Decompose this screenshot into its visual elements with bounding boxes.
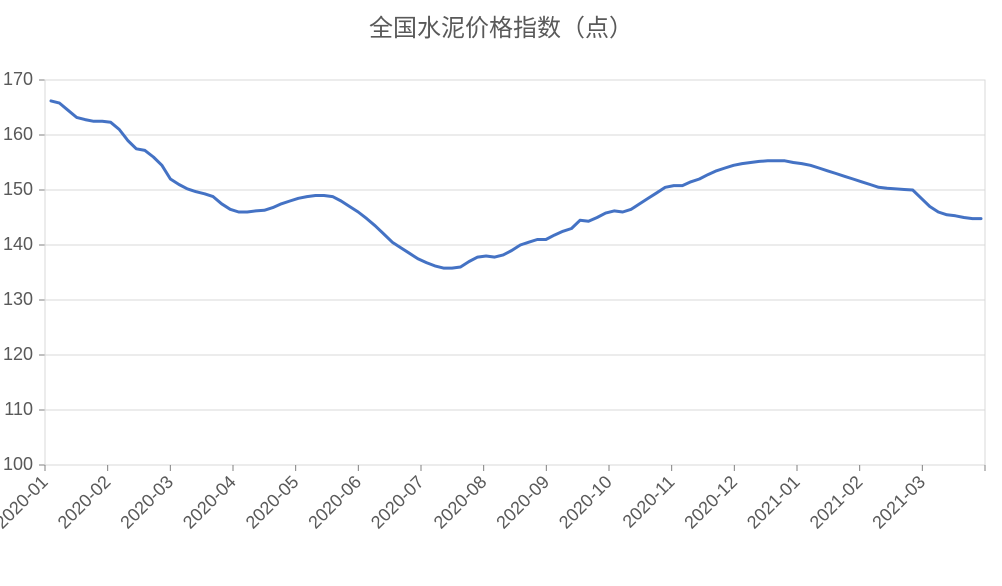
- x-tick-label: 2020-02: [54, 472, 115, 533]
- chart-svg: 1001101201301401501601702020-012020-0220…: [0, 0, 1002, 586]
- y-tick-label: 170: [3, 69, 33, 89]
- price-line: [51, 101, 981, 268]
- y-tick-label: 120: [3, 344, 33, 364]
- x-tick-label: 2021-02: [806, 472, 867, 533]
- y-tick-label: 150: [3, 179, 33, 199]
- y-tick-label: 140: [3, 234, 33, 254]
- x-tick-label: 2020-11: [619, 472, 679, 532]
- x-tick-label: 2020-07: [367, 472, 428, 533]
- x-tick-label: 2020-12: [680, 472, 741, 533]
- chart-container: 全国水泥价格指数（点） 100 110 120 130 140 150 160 170 2020…: [0, 0, 1002, 586]
- y-tick-label: 100: [3, 454, 33, 474]
- x-tick-label: 2020-01: [0, 472, 52, 533]
- x-tick-label: 2020-05: [242, 472, 303, 533]
- y-tick-label: 130: [3, 289, 33, 309]
- chart-title: 全国水泥价格指数（点）: [0, 8, 1002, 43]
- x-tick-label: 2020-03: [116, 472, 177, 533]
- x-tick-label: 2020-08: [430, 472, 491, 533]
- y-tick-label: 110: [4, 399, 33, 419]
- x-tick-label: 2020-10: [555, 472, 616, 533]
- x-tick-label: 2020-04: [179, 472, 240, 533]
- x-tick-label: 2020-09: [492, 472, 553, 533]
- x-tick-label: 2021-01: [743, 472, 804, 533]
- x-tick-label: 2020-06: [304, 472, 365, 533]
- x-tick-label: 2021-03: [868, 472, 929, 533]
- y-tick-label: 160: [3, 124, 33, 144]
